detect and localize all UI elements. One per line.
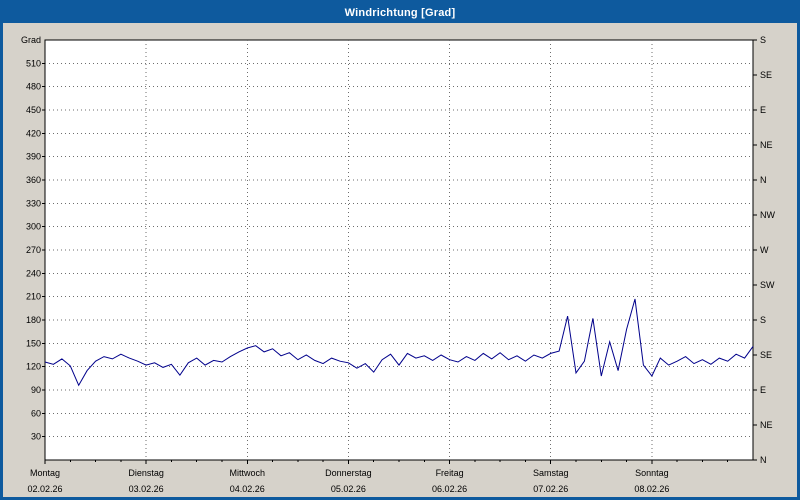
svg-text:120: 120 [26, 362, 41, 372]
svg-text:270: 270 [26, 245, 41, 255]
plot-area [44, 39, 754, 461]
svg-text:420: 420 [26, 128, 41, 138]
svg-text:90: 90 [31, 385, 41, 395]
y-axis-right-labels: N NE E SE S SW W NW N NE E SE S [753, 35, 775, 465]
svg-text:NE: NE [760, 140, 773, 150]
svg-text:W: W [760, 245, 769, 255]
day-date-label: 08.02.26 [634, 484, 669, 494]
svg-text:240: 240 [26, 268, 41, 278]
svg-text:NW: NW [760, 210, 775, 220]
y-axis-title: Grad [21, 35, 41, 45]
svg-text:SE: SE [760, 350, 772, 360]
svg-text:SE: SE [760, 70, 772, 80]
svg-text:480: 480 [26, 82, 41, 92]
day-name-label: Donnerstag [325, 468, 372, 478]
day-name-label: Montag [30, 468, 60, 478]
day-date-label: 02.02.26 [27, 484, 62, 494]
svg-text:N: N [760, 175, 767, 185]
svg-text:300: 300 [26, 222, 41, 232]
x-axis-labels: Montag 02.02.26 Dienstag 03.02.26 Mittwoch 04… [27, 460, 729, 494]
day-date-label: 03.02.26 [129, 484, 164, 494]
chart-area: Grad 510 480 450 420 390 360 330 300 270 240 210 180… [3, 23, 797, 497]
page-title: Windrichtung [Grad] [344, 7, 456, 19]
day-name-label: Dienstag [128, 468, 164, 478]
svg-text:210: 210 [26, 292, 41, 302]
svg-text:E: E [760, 105, 766, 115]
svg-text:450: 450 [26, 105, 41, 115]
day-name-label: Mittwoch [230, 468, 266, 478]
svg-text:360: 360 [26, 175, 41, 185]
svg-text:S: S [760, 315, 766, 325]
day-name-label: Sonntag [635, 468, 669, 478]
svg-text:S: S [760, 35, 766, 45]
svg-text:150: 150 [26, 338, 41, 348]
svg-text:330: 330 [26, 198, 41, 208]
y-axis-left-labels: Grad 510 480 450 420 390 360 330 300 270 240 210 180… [21, 35, 45, 442]
day-date-label: 04.02.26 [230, 484, 265, 494]
svg-text:510: 510 [26, 58, 41, 68]
day-name-label: Freitag [436, 468, 464, 478]
svg-text:N: N [760, 455, 767, 465]
svg-text:60: 60 [31, 408, 41, 418]
svg-text:30: 30 [31, 432, 41, 442]
series-windrichtung-line [44, 298, 754, 387]
svg-text:390: 390 [26, 152, 41, 162]
svg-text:180: 180 [26, 315, 41, 325]
wind-direction-chart: Grad 510 480 450 420 390 360 330 300 270 240 210 180… [21, 35, 776, 494]
svg-text:E: E [760, 385, 766, 395]
svg-text:NE: NE [760, 420, 773, 430]
chart-title-bar[interactable]: Windrichtung [Grad] [3, 3, 797, 23]
day-name-label: Samstag [533, 468, 569, 478]
svg-text:SW: SW [760, 280, 775, 290]
day-date-label: 05.02.26 [331, 484, 366, 494]
day-date-label: 06.02.26 [432, 484, 467, 494]
day-date-label: 07.02.26 [533, 484, 568, 494]
